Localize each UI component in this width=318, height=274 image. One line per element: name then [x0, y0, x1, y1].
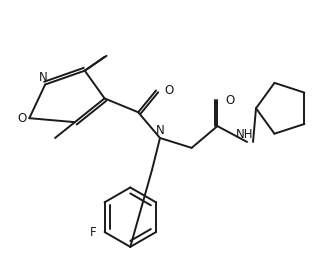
Text: N: N: [39, 71, 48, 84]
Text: O: O: [225, 94, 235, 107]
Text: O: O: [18, 112, 27, 125]
Text: F: F: [89, 226, 96, 239]
Text: NH: NH: [236, 127, 254, 141]
Text: N: N: [156, 124, 164, 136]
Text: O: O: [164, 84, 173, 97]
